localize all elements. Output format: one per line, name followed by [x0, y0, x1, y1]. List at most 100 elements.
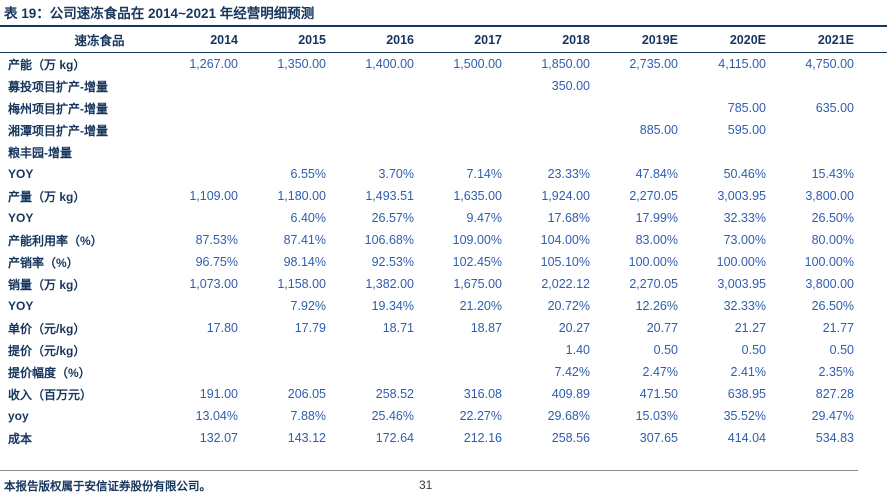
table-cell [242, 75, 330, 97]
spacer-cell [858, 295, 887, 317]
table-cell: 96.75% [195, 255, 238, 269]
table-cell [242, 141, 330, 163]
table-cell: 0.50 [741, 343, 766, 357]
table-cell: 20.27 [558, 321, 590, 335]
table-cell: 191.00 [199, 387, 238, 401]
table-cell: 21.27 [734, 321, 766, 335]
table-cell [682, 75, 770, 97]
table-cell: 414.04 [727, 431, 766, 445]
year-header: 2016 [330, 27, 418, 53]
table-cell: 258.52 [375, 387, 414, 401]
table-cell: 29.47% [811, 409, 854, 423]
table-cell [154, 207, 242, 229]
table-cell: 534.83 [815, 431, 854, 445]
table-cell: 109.00% [452, 233, 502, 247]
table-cell: 22.27% [459, 409, 502, 423]
table-cell: 595.00 [727, 123, 766, 137]
table-cell: 13.04% [195, 409, 238, 423]
table-cell [154, 295, 242, 317]
table-cell [242, 97, 330, 119]
table-cell: 80.00% [811, 233, 854, 247]
table-cell: 1,924.00 [541, 189, 590, 203]
table-cell: 83.00% [635, 233, 678, 247]
table-cell: 307.65 [639, 431, 678, 445]
table-cell [330, 119, 418, 141]
table-cell [330, 339, 418, 361]
table-cell: 2.47% [642, 365, 678, 379]
row-label: 单价（元/kg） [8, 321, 86, 336]
table-cell: 87.41% [283, 233, 326, 247]
table-cell: 9.47% [466, 211, 502, 225]
table-row: 募投项目扩产-增量 350.00 [0, 75, 887, 97]
table-cell: 21.77 [822, 321, 854, 335]
row-label: 产能利用率（%） [8, 233, 103, 248]
table-row: 湘潭项目扩产-增量 885.00 595.00 [0, 119, 887, 141]
table-cell: 26.50% [811, 211, 854, 225]
table-cell: 23.33% [547, 167, 590, 181]
row-label: 收入（百万元） [8, 387, 93, 402]
table-cell: 1,500.00 [453, 57, 502, 71]
table-cell: 1,180.00 [277, 189, 326, 203]
table-body: 产能（万 kg） 1,267.00 1,350.00 1,400.00 1,500.00… [0, 53, 887, 450]
spacer-cell [858, 53, 887, 76]
table-row: 产能（万 kg） 1,267.00 1,350.00 1,400.00 1,500.00… [0, 53, 887, 76]
table-cell [418, 97, 506, 119]
table-cell: 92.53% [371, 255, 414, 269]
row-label: yoy [8, 409, 29, 423]
table-cell: 1,158.00 [277, 277, 326, 291]
table-cell [682, 141, 770, 163]
table-cell: 2,270.05 [629, 277, 678, 291]
table-row: 产量（万 kg） 1,109.00 1,180.00 1,493.51 1,635.00… [0, 185, 887, 207]
table-title: 表 19：公司速冻食品在 2014~2021 年经营明细预测 [0, 0, 887, 27]
table-cell: 47.84% [635, 167, 678, 181]
table-cell: 32.33% [723, 299, 766, 313]
table-cell: 50.46% [723, 167, 766, 181]
table-cell: 106.68% [364, 233, 414, 247]
table-cell [506, 119, 594, 141]
spacer-cell [858, 251, 887, 273]
table-cell [770, 119, 858, 141]
table-cell: 26.57% [371, 211, 414, 225]
year-header: 2019E [594, 27, 682, 53]
table-cell: 3,800.00 [805, 277, 854, 291]
table-row: YOY 6.55% 3.70% 7.14% 23.33% 47.84% 50.46% 15.4… [0, 163, 887, 185]
table-cell: 7.92% [290, 299, 326, 313]
table-cell: 827.28 [815, 387, 854, 401]
table-cell: 7.88% [290, 409, 326, 423]
table-cell [154, 361, 242, 383]
table-cell [330, 97, 418, 119]
row-label: 募投项目扩产-增量 [8, 79, 108, 94]
table-cell: 1,350.00 [277, 57, 326, 71]
table-cell: 2,270.05 [629, 189, 678, 203]
table-cell: 32.33% [723, 211, 766, 225]
table-cell [594, 97, 682, 119]
table-row: 粮丰园-增量 [0, 141, 887, 163]
table-cell: 1,267.00 [189, 57, 238, 71]
table-cell: 350.00 [551, 79, 590, 93]
table-cell: 143.12 [287, 431, 326, 445]
table-cell [418, 339, 506, 361]
table-cell [242, 339, 330, 361]
table-cell [154, 163, 242, 185]
table-cell: 258.56 [551, 431, 590, 445]
spacer-cell [858, 273, 887, 295]
table-cell: 20.77 [646, 321, 678, 335]
table-cell: 17.80 [206, 321, 238, 335]
table-cell: 1,400.00 [365, 57, 414, 71]
table-cell: 18.71 [382, 321, 414, 335]
row-label: 梅州项目扩产-增量 [8, 101, 108, 116]
spacer-cell [858, 97, 887, 119]
table-cell: 19.34% [371, 299, 414, 313]
table-cell [770, 141, 858, 163]
row-label: 产销率（%） [8, 255, 79, 270]
table-cell: 3,003.95 [717, 189, 766, 203]
spacer-cell [858, 361, 887, 383]
table-cell: 15.03% [635, 409, 678, 423]
table-cell [418, 141, 506, 163]
table-cell: 26.50% [811, 299, 854, 313]
table-cell: 1,493.51 [365, 189, 414, 203]
table-cell: 21.20% [459, 299, 502, 313]
table-cell [418, 75, 506, 97]
table-cell: 15.43% [811, 167, 854, 181]
table-cell [154, 339, 242, 361]
